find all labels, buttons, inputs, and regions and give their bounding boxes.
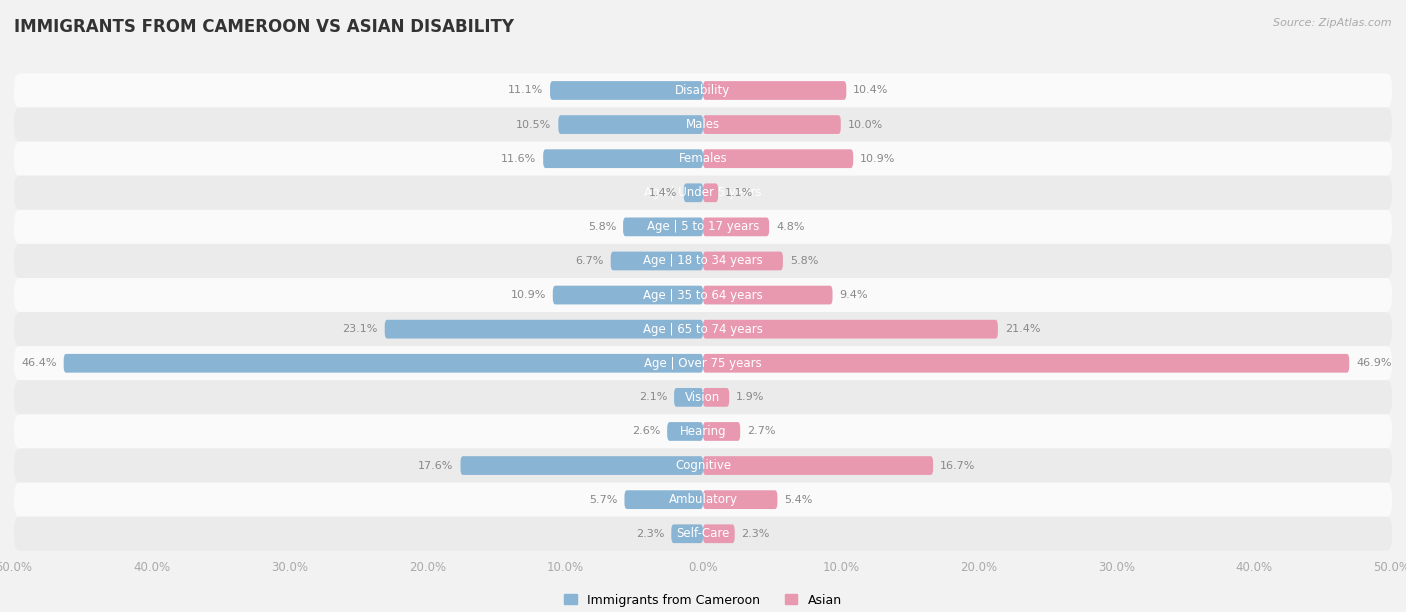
Text: 2.3%: 2.3% (741, 529, 770, 539)
FancyBboxPatch shape (703, 217, 769, 236)
FancyBboxPatch shape (14, 312, 1392, 346)
FancyBboxPatch shape (668, 422, 703, 441)
Text: 17.6%: 17.6% (418, 461, 454, 471)
Text: Age | Over 75 years: Age | Over 75 years (644, 357, 762, 370)
Text: Age | Under 5 years: Age | Under 5 years (644, 186, 762, 200)
Text: Disability: Disability (675, 84, 731, 97)
Text: 10.9%: 10.9% (510, 290, 546, 300)
Text: 1.4%: 1.4% (648, 188, 676, 198)
Text: 9.4%: 9.4% (839, 290, 868, 300)
Text: Females: Females (679, 152, 727, 165)
Text: Vision: Vision (685, 391, 721, 404)
Text: 5.8%: 5.8% (588, 222, 616, 232)
FancyBboxPatch shape (14, 176, 1392, 210)
FancyBboxPatch shape (14, 517, 1392, 551)
Text: Self-Care: Self-Care (676, 528, 730, 540)
FancyBboxPatch shape (558, 115, 703, 134)
Text: Males: Males (686, 118, 720, 131)
FancyBboxPatch shape (63, 354, 703, 373)
FancyBboxPatch shape (703, 320, 998, 338)
FancyBboxPatch shape (703, 286, 832, 304)
Text: IMMIGRANTS FROM CAMEROON VS ASIAN DISABILITY: IMMIGRANTS FROM CAMEROON VS ASIAN DISABI… (14, 18, 515, 36)
FancyBboxPatch shape (703, 456, 934, 475)
FancyBboxPatch shape (14, 449, 1392, 483)
Text: 10.5%: 10.5% (516, 119, 551, 130)
FancyBboxPatch shape (14, 244, 1392, 278)
Text: Ambulatory: Ambulatory (668, 493, 738, 506)
Text: 4.8%: 4.8% (776, 222, 804, 232)
FancyBboxPatch shape (553, 286, 703, 304)
Text: 2.1%: 2.1% (638, 392, 668, 402)
FancyBboxPatch shape (703, 81, 846, 100)
Text: Age | 5 to 17 years: Age | 5 to 17 years (647, 220, 759, 233)
FancyBboxPatch shape (14, 346, 1392, 380)
Text: 10.9%: 10.9% (860, 154, 896, 163)
Legend: Immigrants from Cameroon, Asian: Immigrants from Cameroon, Asian (564, 594, 842, 606)
Text: 23.1%: 23.1% (343, 324, 378, 334)
FancyBboxPatch shape (703, 490, 778, 509)
FancyBboxPatch shape (703, 388, 730, 407)
FancyBboxPatch shape (703, 422, 740, 441)
Text: 10.4%: 10.4% (853, 86, 889, 95)
Text: 1.9%: 1.9% (737, 392, 765, 402)
Text: 46.4%: 46.4% (21, 358, 56, 368)
FancyBboxPatch shape (673, 388, 703, 407)
Text: 21.4%: 21.4% (1005, 324, 1040, 334)
FancyBboxPatch shape (703, 252, 783, 271)
FancyBboxPatch shape (703, 524, 735, 543)
FancyBboxPatch shape (543, 149, 703, 168)
FancyBboxPatch shape (14, 414, 1392, 449)
FancyBboxPatch shape (14, 141, 1392, 176)
Text: 16.7%: 16.7% (941, 461, 976, 471)
Text: 10.0%: 10.0% (848, 119, 883, 130)
FancyBboxPatch shape (610, 252, 703, 271)
FancyBboxPatch shape (14, 73, 1392, 108)
Text: 6.7%: 6.7% (575, 256, 603, 266)
Text: 5.7%: 5.7% (589, 494, 617, 505)
Text: 2.6%: 2.6% (631, 427, 661, 436)
FancyBboxPatch shape (624, 490, 703, 509)
FancyBboxPatch shape (14, 483, 1392, 517)
FancyBboxPatch shape (703, 184, 718, 202)
Text: Age | 65 to 74 years: Age | 65 to 74 years (643, 323, 763, 335)
Text: Age | 35 to 64 years: Age | 35 to 64 years (643, 289, 763, 302)
FancyBboxPatch shape (14, 108, 1392, 141)
Text: 11.1%: 11.1% (508, 86, 543, 95)
FancyBboxPatch shape (683, 184, 703, 202)
Text: 5.8%: 5.8% (790, 256, 818, 266)
FancyBboxPatch shape (461, 456, 703, 475)
Text: 11.6%: 11.6% (501, 154, 536, 163)
FancyBboxPatch shape (623, 217, 703, 236)
Text: 46.9%: 46.9% (1357, 358, 1392, 368)
FancyBboxPatch shape (703, 354, 1350, 373)
Text: Hearing: Hearing (679, 425, 727, 438)
FancyBboxPatch shape (550, 81, 703, 100)
FancyBboxPatch shape (385, 320, 703, 338)
FancyBboxPatch shape (14, 210, 1392, 244)
Text: Age | 18 to 34 years: Age | 18 to 34 years (643, 255, 763, 267)
Text: Source: ZipAtlas.com: Source: ZipAtlas.com (1274, 18, 1392, 28)
Text: 2.7%: 2.7% (747, 427, 776, 436)
Text: 1.1%: 1.1% (725, 188, 754, 198)
Text: 2.3%: 2.3% (636, 529, 665, 539)
FancyBboxPatch shape (703, 115, 841, 134)
FancyBboxPatch shape (14, 380, 1392, 414)
FancyBboxPatch shape (14, 278, 1392, 312)
FancyBboxPatch shape (703, 149, 853, 168)
FancyBboxPatch shape (671, 524, 703, 543)
Text: Cognitive: Cognitive (675, 459, 731, 472)
Text: 5.4%: 5.4% (785, 494, 813, 505)
